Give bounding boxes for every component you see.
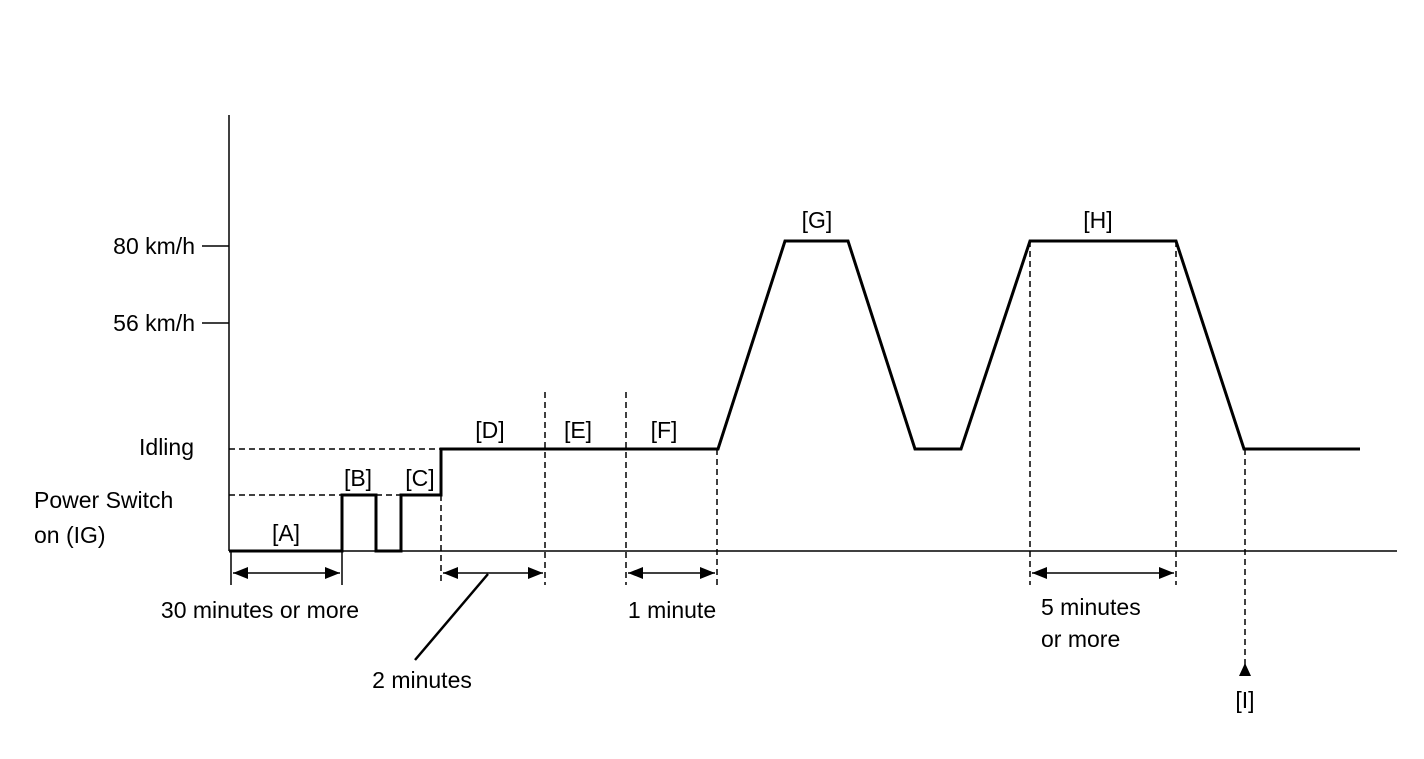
duration-f: 1 minute [628,597,716,623]
phase-c: [C] [405,465,434,491]
phase-a: [A] [272,520,300,546]
phase-i: [I] [1235,687,1254,713]
label-power-2: on (IG) [34,522,106,548]
duration-h-2: or more [1041,626,1120,652]
label-idling: Idling [139,434,194,460]
phase-b: [B] [344,465,372,491]
phase-f: [F] [651,417,678,443]
duration-a: 30 minutes or more [161,597,359,623]
speed-profile-line [229,239,1360,553]
leader-line-d [414,573,489,661]
label-80: 80 km/h [113,233,195,259]
phase-e: [E] [564,417,592,443]
duration-h-1: 5 minutes [1041,594,1141,620]
phase-d: [D] [475,417,504,443]
phase-g: [G] [802,207,833,233]
duration-d: 2 minutes [372,667,472,693]
phase-h: [H] [1083,207,1112,233]
label-56: 56 km/h [113,310,195,336]
label-power-1: Power Switch [34,487,173,513]
reference-lines [229,241,1251,676]
